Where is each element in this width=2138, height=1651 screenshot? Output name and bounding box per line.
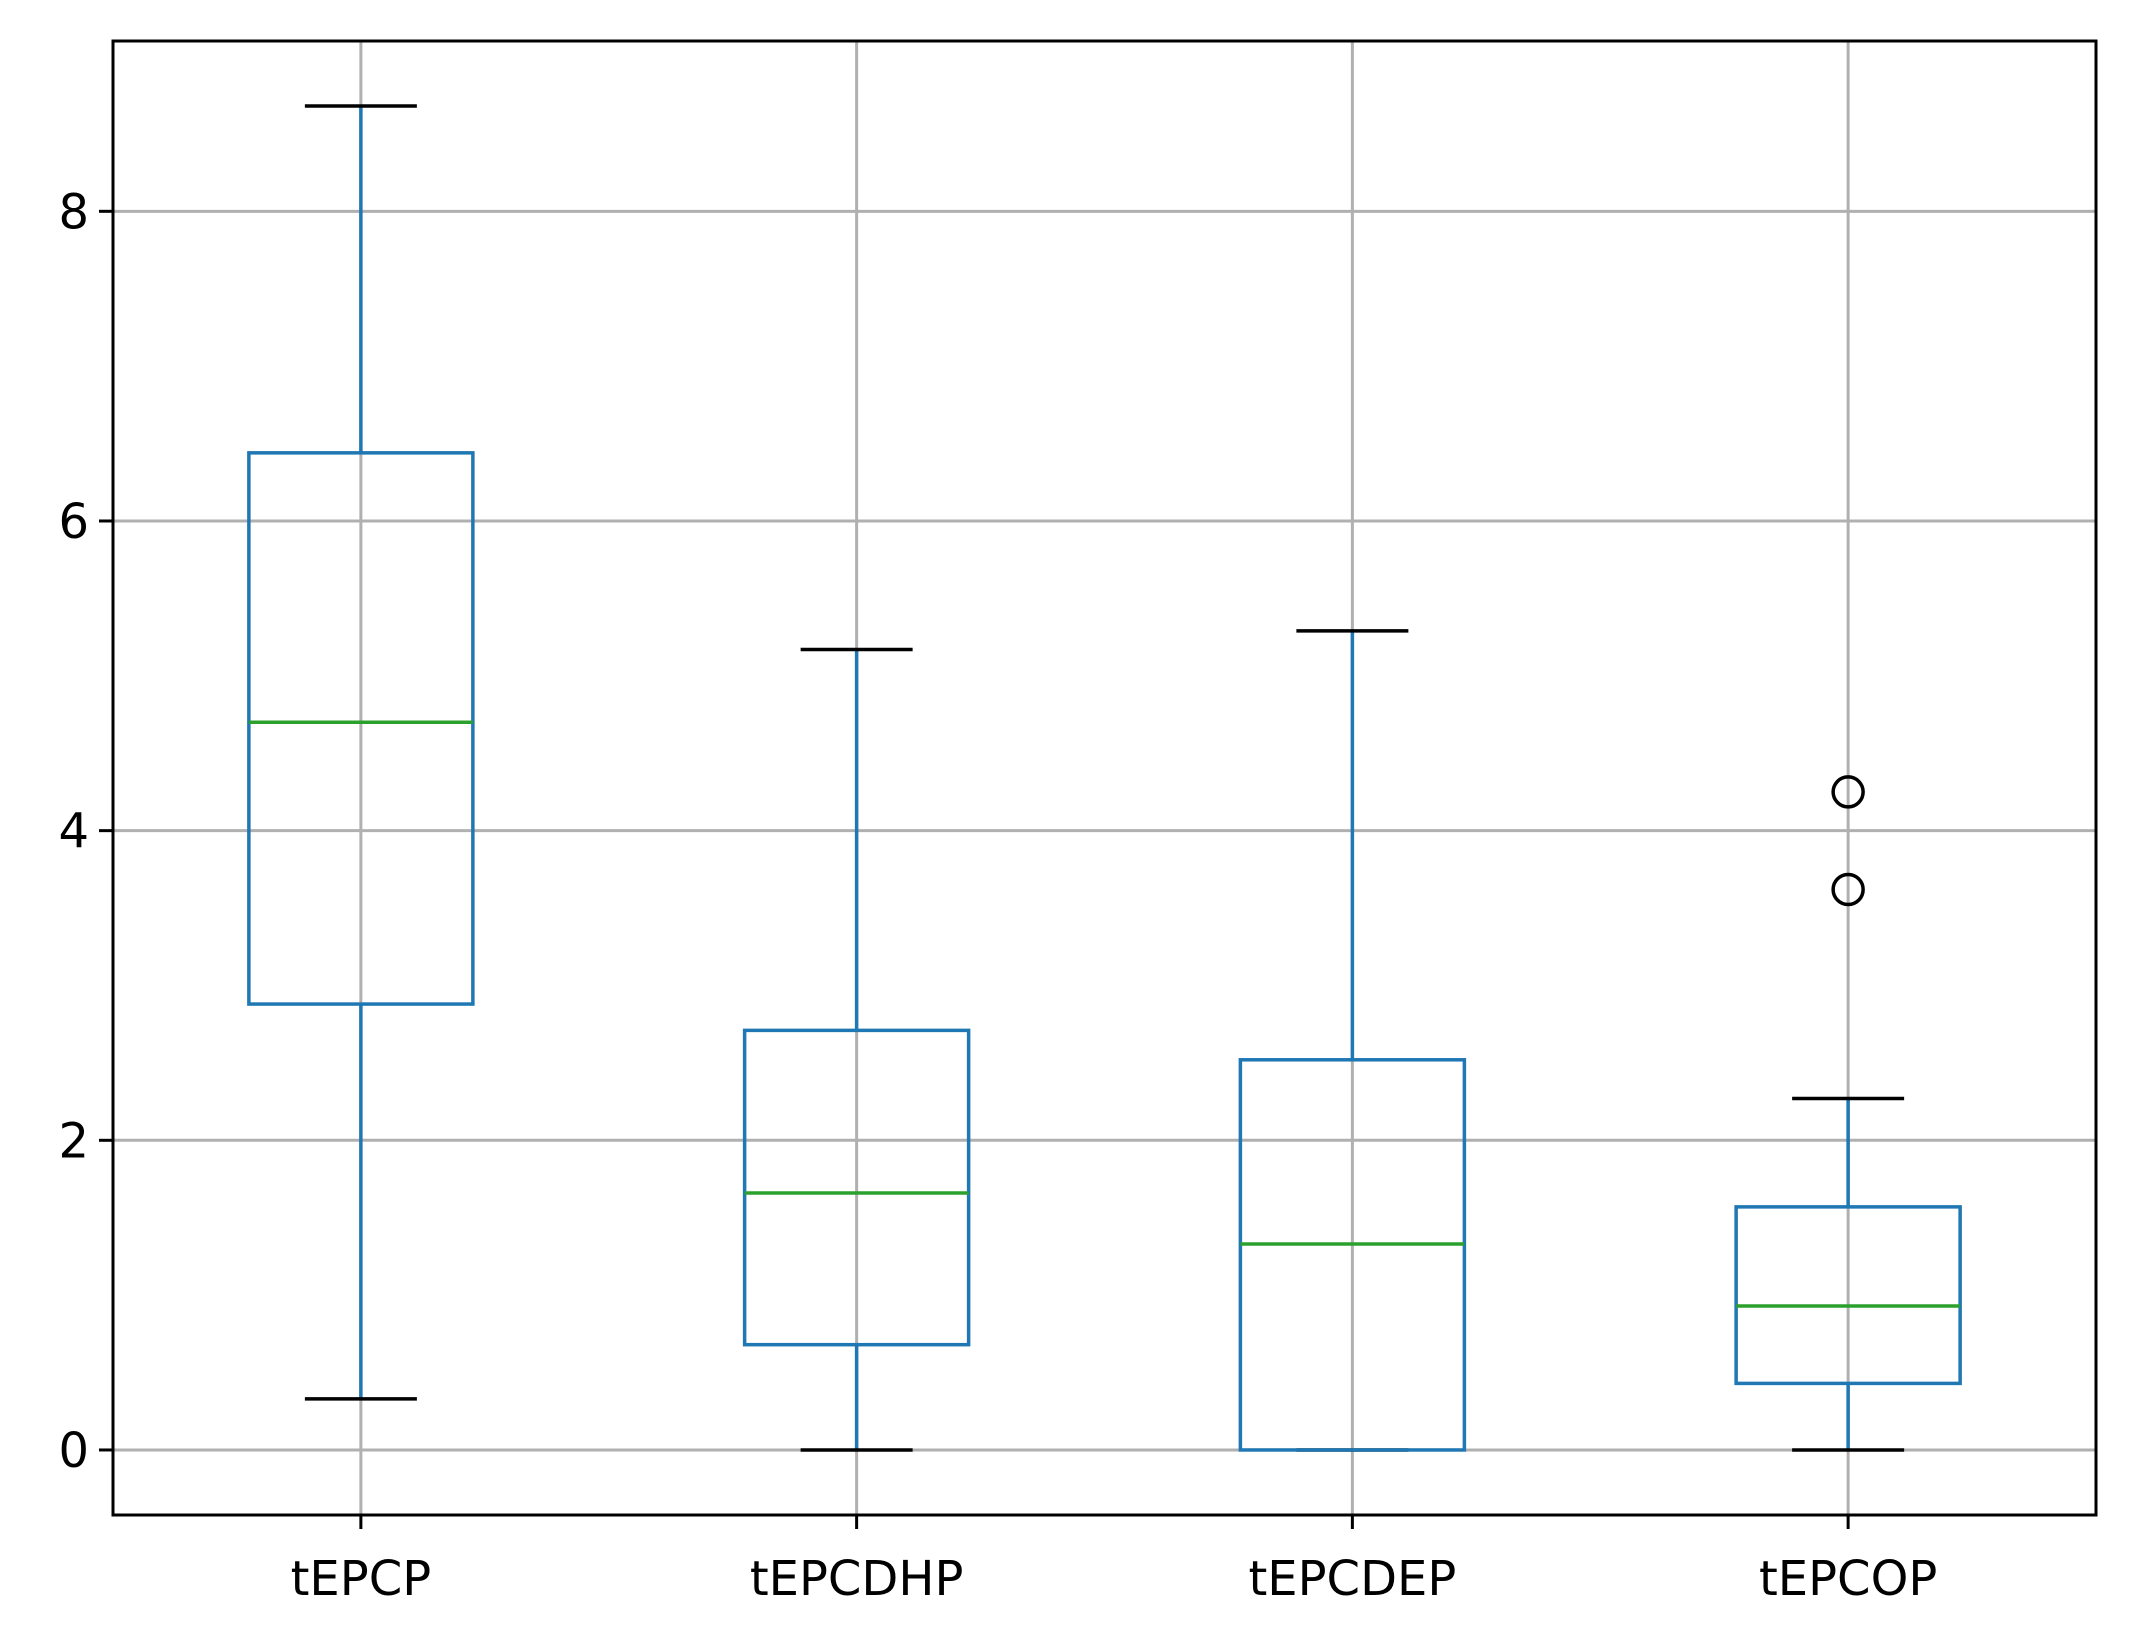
x-tick-label: tEPCOP — [1759, 1551, 1937, 1607]
grid-lines — [113, 41, 2096, 1515]
y-tick-label: 4 — [58, 804, 89, 860]
y-tick-label: 6 — [58, 494, 89, 550]
y-tick-label: 0 — [58, 1423, 89, 1479]
x-tick-label: tEPCP — [291, 1551, 432, 1607]
iqr-box — [247, 451, 475, 1006]
x-tick-label: tEPCDEP — [1248, 1551, 1456, 1607]
iqr-box — [742, 1028, 971, 1347]
outlier-point — [1831, 872, 1865, 907]
iqr-box — [1238, 1058, 1467, 1452]
y-tick-label: 2 — [58, 1113, 89, 1169]
outlier-point — [1831, 775, 1865, 809]
box-tEPCOP — [1734, 775, 1962, 1452]
box-tEPCDHP — [742, 647, 971, 1452]
box-tEPCP — [247, 104, 475, 1401]
box-series — [247, 104, 1962, 1452]
plot-frame — [111, 39, 2098, 1517]
axis-ticks: 0 2 4 6 8 tEPCP tEPCDHP tEPCDEP tEPCOP — [58, 184, 1937, 1607]
y-tick-label: 8 — [58, 184, 89, 240]
box-tEPCDEP — [1238, 629, 1467, 1452]
iqr-box — [1734, 1205, 1962, 1386]
x-tick-label: tEPCDHP — [750, 1551, 964, 1607]
